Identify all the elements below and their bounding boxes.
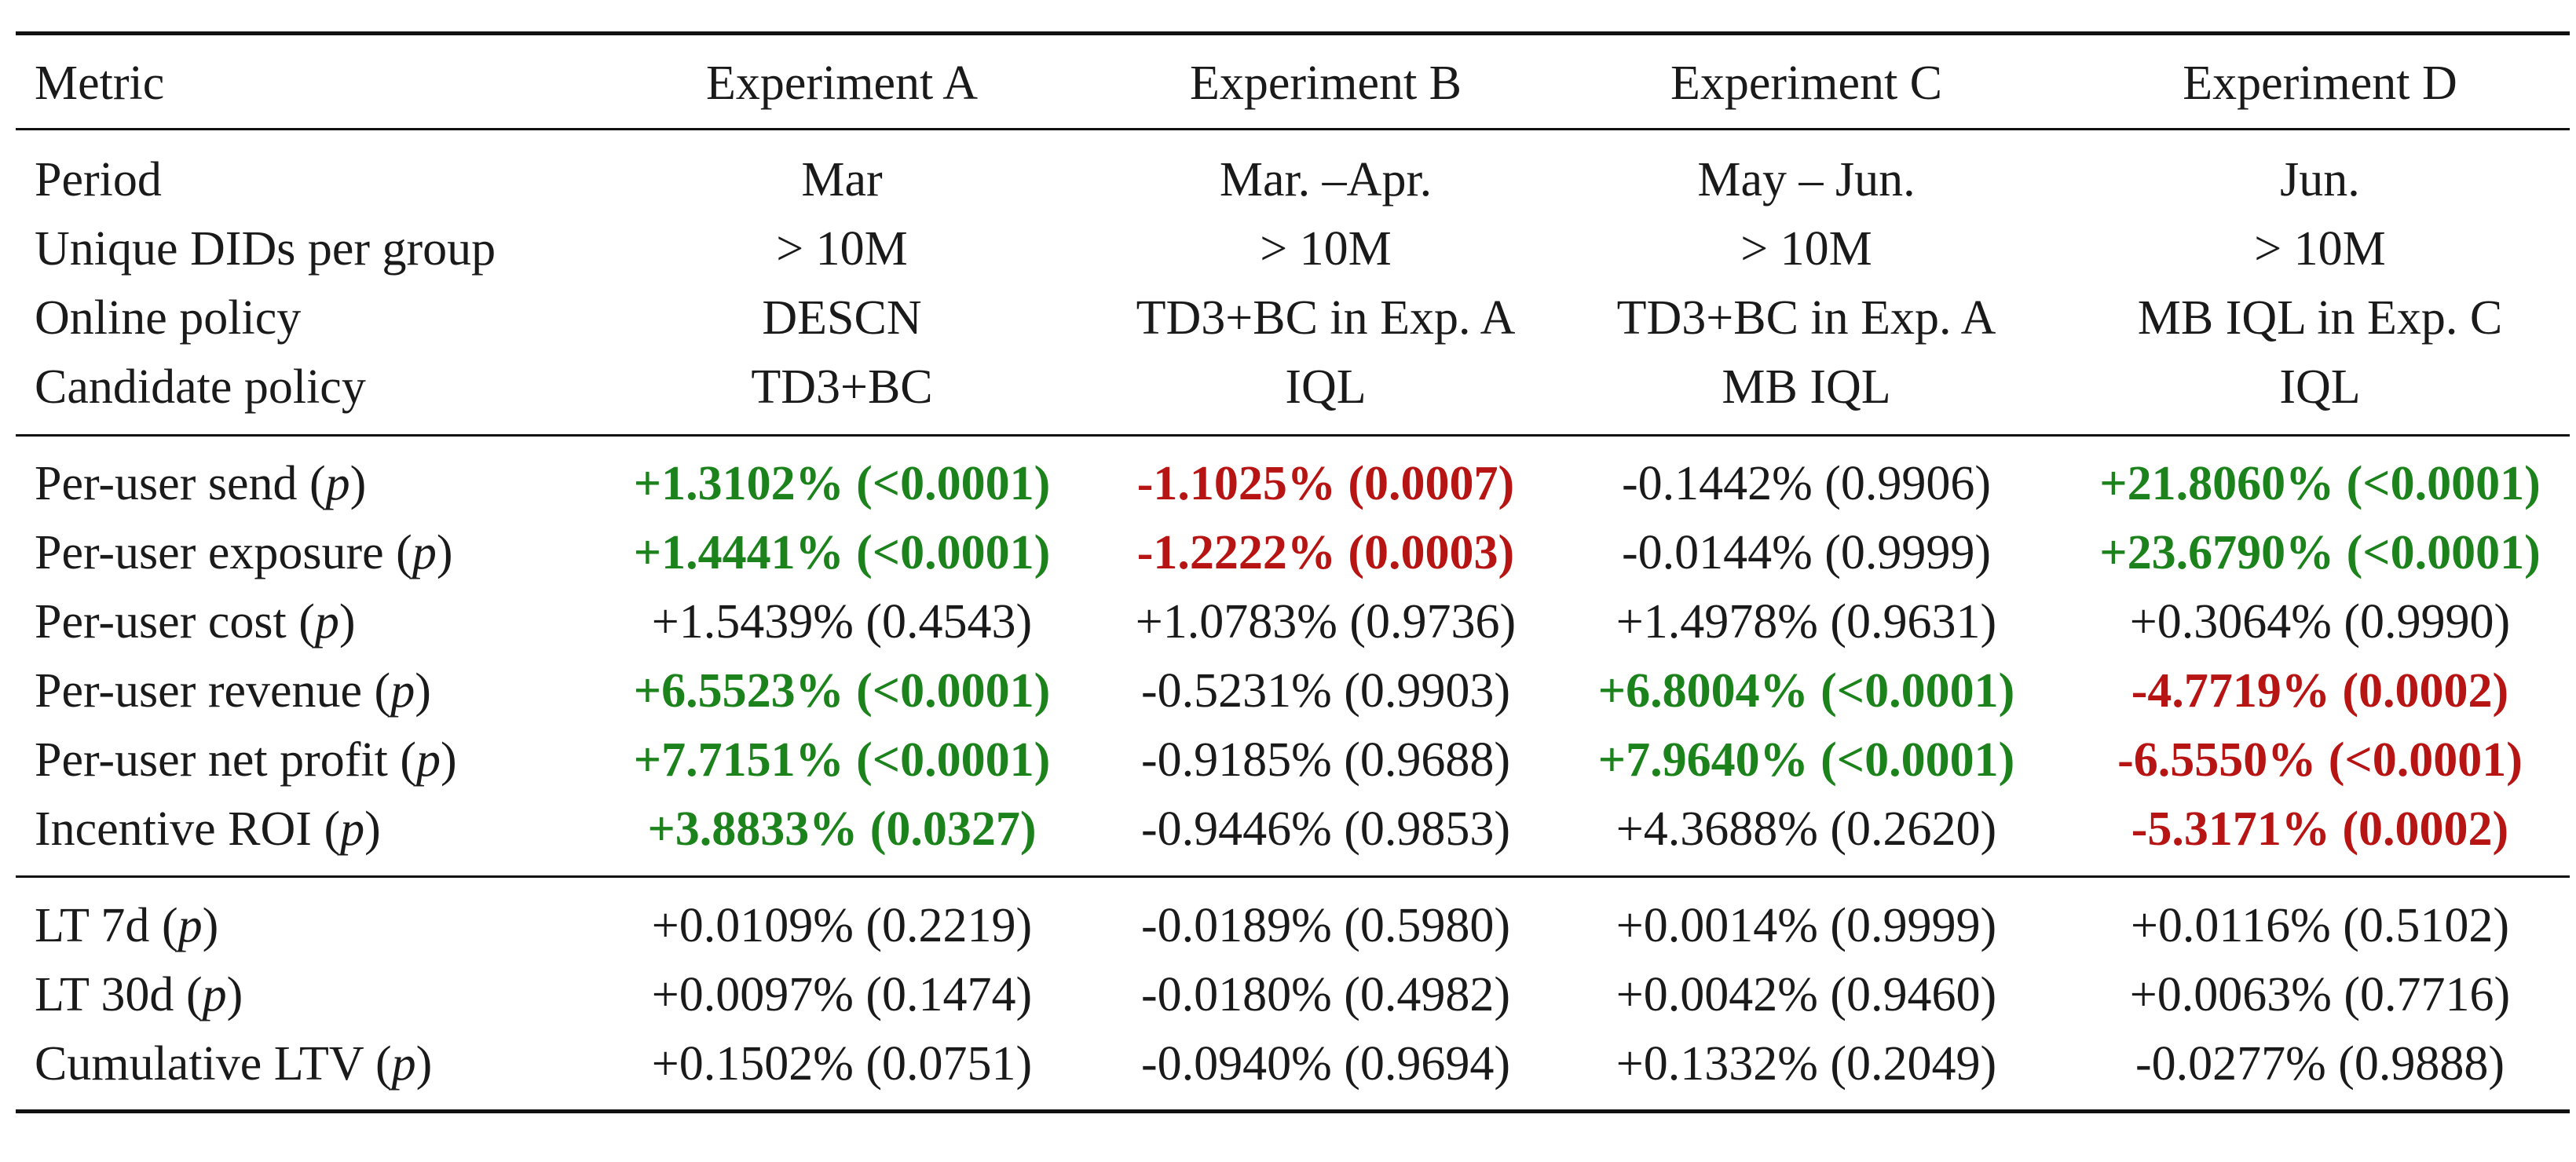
result-cell: +0.0042% (0.9460) bbox=[1615, 968, 1997, 1021]
result-cell: -0.5231% (0.9903) bbox=[1140, 664, 1511, 718]
setup-cell: Jun. bbox=[2280, 153, 2360, 206]
setup-cell: MB IQL in Exp. C bbox=[2137, 291, 2503, 345]
result-cell: +6.5523% (<0.0001) bbox=[633, 664, 1051, 718]
row-label: Unique DIDs per group bbox=[35, 222, 496, 276]
result-cell: +1.3102% (<0.0001) bbox=[633, 457, 1051, 510]
result-cell: -1.2222% (0.0003) bbox=[1136, 526, 1515, 579]
setup-row: Unique DIDs per group > 10M > 10M > 10M … bbox=[16, 214, 2570, 283]
result-cell: -1.1025% (0.0007) bbox=[1136, 457, 1515, 510]
result-cell: -0.9446% (0.9853) bbox=[1140, 802, 1511, 856]
metric-row: Per-user net profit (p) +7.7151% (<0.000… bbox=[16, 725, 2570, 795]
row-label: Cumulative LTV (p) bbox=[35, 1037, 433, 1091]
result-cell: +0.0109% (0.2219) bbox=[651, 899, 1033, 952]
result-cell: +1.4978% (0.9631) bbox=[1615, 595, 1997, 649]
result-cell: +0.0097% (0.1474) bbox=[651, 968, 1033, 1021]
result-cell: -4.7719% (0.0002) bbox=[2131, 664, 2509, 718]
setup-row: Period Mar Mar. –Apr. May – Jun. Jun. bbox=[16, 145, 2570, 214]
result-cell: +7.7151% (<0.0001) bbox=[633, 733, 1051, 787]
setup-cell: DESCN bbox=[762, 291, 922, 345]
metric-row: Per-user revenue (p) +6.5523% (<0.0001) … bbox=[16, 656, 2570, 725]
row-label: Per-user send (p) bbox=[35, 457, 367, 510]
setup-cell: > 10M bbox=[776, 222, 908, 276]
result-cell: -0.0940% (0.9694) bbox=[1140, 1037, 1511, 1091]
result-cell: -5.3171% (0.0002) bbox=[2131, 802, 2509, 856]
row-label: Per-user exposure (p) bbox=[35, 526, 453, 579]
result-cell: +6.8004% (<0.0001) bbox=[1597, 664, 2015, 718]
result-cell: +0.0116% (0.5102) bbox=[2130, 899, 2510, 952]
setup-cell: > 10M bbox=[2254, 222, 2386, 276]
result-cell: -0.0180% (0.4982) bbox=[1140, 968, 1511, 1021]
result-cell: +0.1332% (0.2049) bbox=[1615, 1037, 1997, 1091]
setup-cell: Mar bbox=[801, 153, 883, 206]
result-cell: -0.0189% (0.5980) bbox=[1140, 899, 1511, 952]
section-rule bbox=[16, 875, 2570, 878]
top-rule bbox=[16, 31, 2570, 35]
setup-row: Online policy DESCN TD3+BC in Exp. A TD3… bbox=[16, 283, 2570, 353]
metric-row: LT 30d (p) +0.0097% (0.1474) -0.0180% (0… bbox=[16, 960, 2570, 1029]
row-label: Per-user cost (p) bbox=[35, 595, 356, 649]
row-label: Per-user net profit (p) bbox=[35, 733, 457, 787]
result-cell: -6.5550% (<0.0001) bbox=[2117, 733, 2523, 787]
row-label: Period bbox=[35, 153, 162, 206]
result-cell: +0.0063% (0.7716) bbox=[2129, 968, 2511, 1021]
setup-cell: IQL bbox=[1285, 360, 1367, 414]
result-cell: +1.4441% (<0.0001) bbox=[633, 526, 1051, 579]
setup-cell: TD3+BC bbox=[751, 360, 933, 414]
result-cell: -0.0144% (0.9999) bbox=[1621, 526, 1992, 579]
setup-cell: > 10M bbox=[1740, 222, 1872, 276]
setup-cell: TD3+BC in Exp. A bbox=[1616, 291, 1996, 345]
setup-cell: Mar. –Apr. bbox=[1219, 153, 1433, 206]
header-experiment-d: Experiment D bbox=[2183, 57, 2457, 110]
result-cell: +1.5439% (0.4543) bbox=[651, 595, 1033, 649]
result-cell: +7.9640% (<0.0001) bbox=[1597, 733, 2015, 787]
row-label: LT 30d (p) bbox=[35, 968, 243, 1021]
metric-row: Cumulative LTV (p) +0.1502% (0.0751) -0.… bbox=[16, 1029, 2570, 1098]
bottom-rule bbox=[16, 1109, 2570, 1113]
setup-cell: May – Jun. bbox=[1697, 153, 1916, 206]
header-metric: Metric bbox=[35, 57, 165, 110]
result-cell: +23.6790% (<0.0001) bbox=[2099, 526, 2541, 579]
setup-cell: MB IQL bbox=[1722, 360, 1891, 414]
header-experiment-c: Experiment C bbox=[1670, 57, 1943, 110]
setup-row: Candidate policy TD3+BC IQL MB IQL IQL bbox=[16, 353, 2570, 422]
metric-row: LT 7d (p) +0.0109% (0.2219) -0.0189% (0.… bbox=[16, 891, 2570, 960]
row-label: Per-user revenue (p) bbox=[35, 664, 431, 718]
setup-cell: IQL bbox=[2279, 360, 2361, 414]
row-label: Incentive ROI (p) bbox=[35, 802, 381, 856]
result-cell: -0.9185% (0.9688) bbox=[1140, 733, 1511, 787]
header-experiment-b: Experiment B bbox=[1189, 57, 1462, 110]
metric-row: Per-user send (p) +1.3102% (<0.0001) -1.… bbox=[16, 449, 2570, 518]
header-experiment-a: Experiment A bbox=[705, 57, 979, 110]
metric-row: Per-user exposure (p) +1.4441% (<0.0001)… bbox=[16, 518, 2570, 587]
row-label: Candidate policy bbox=[35, 360, 366, 414]
result-cell: +4.3688% (0.2620) bbox=[1615, 802, 1997, 856]
result-cell: +3.8833% (0.0327) bbox=[647, 802, 1037, 856]
section-rule bbox=[16, 434, 2570, 437]
result-cell: -0.0277% (0.9888) bbox=[2135, 1037, 2505, 1091]
metric-row: Incentive ROI (p) +3.8833% (0.0327) -0.9… bbox=[16, 795, 2570, 864]
result-cell: -0.1442% (0.9906) bbox=[1621, 457, 1992, 510]
metric-row: Per-user cost (p) +1.5439% (0.4543) +1.0… bbox=[16, 587, 2570, 656]
result-cell: +0.3064% (0.9990) bbox=[2129, 595, 2511, 649]
header-rule bbox=[16, 128, 2570, 130]
row-label: Online policy bbox=[35, 291, 302, 345]
result-cell: +1.0783% (0.9736) bbox=[1135, 595, 1517, 649]
setup-cell: > 10M bbox=[1260, 222, 1392, 276]
row-label: LT 7d (p) bbox=[35, 899, 219, 952]
setup-cell: TD3+BC in Exp. A bbox=[1136, 291, 1516, 345]
result-cell: +21.8060% (<0.0001) bbox=[2099, 457, 2541, 510]
result-cell: +0.0014% (0.9999) bbox=[1615, 899, 1997, 952]
result-cell: +0.1502% (0.0751) bbox=[651, 1037, 1033, 1091]
header-row: Metric Experiment A Experiment B Experim… bbox=[16, 49, 2570, 118]
